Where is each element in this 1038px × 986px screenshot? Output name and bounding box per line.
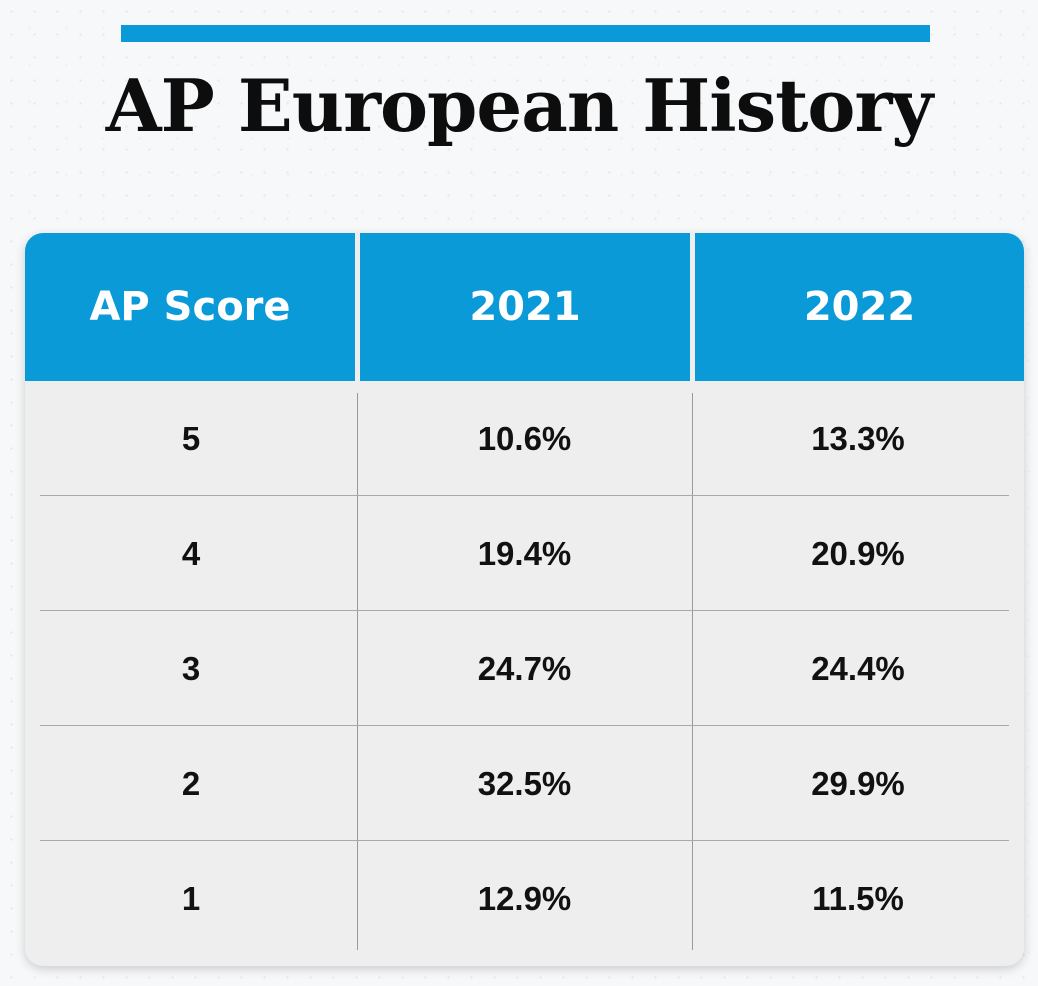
score-table: AP Score 2021 2022 5 10.6% 13.3% 4 19.4%… [25, 233, 1024, 966]
table-row: 1 12.9% 11.5% [25, 841, 1024, 956]
row-divider [40, 840, 1009, 841]
table-row: 5 10.6% 13.3% [25, 381, 1024, 496]
value-2021-cell: 12.9% [477, 879, 572, 917]
score-cell: 3 [181, 649, 201, 687]
value-2021-cell: 10.6% [477, 419, 572, 457]
column-header-ap-score: AP Score [25, 233, 355, 381]
column-header-2022: 2022 [695, 233, 1024, 381]
score-cell: 2 [181, 764, 201, 802]
table-body: 5 10.6% 13.3% 4 19.4% 20.9% 3 24.7% 24.4… [25, 381, 1024, 956]
table-row: 3 24.7% 24.4% [25, 611, 1024, 726]
row-divider [40, 725, 1009, 726]
value-2022-cell: 13.3% [811, 419, 905, 457]
score-cell: 4 [181, 534, 201, 572]
column-divider [692, 393, 693, 950]
score-cell: 1 [181, 879, 201, 917]
value-2022-cell: 11.5% [812, 879, 904, 917]
value-2022-cell: 20.9% [811, 534, 905, 572]
row-divider [40, 610, 1009, 611]
value-2021-cell: 24.7% [477, 649, 572, 687]
value-2021-cell: 19.4% [477, 534, 572, 572]
value-2022-cell: 29.9% [811, 764, 905, 802]
title-accent-bar [121, 25, 930, 42]
value-2021-cell: 32.5% [477, 764, 572, 802]
row-divider [40, 495, 1009, 496]
value-2022-cell: 24.4% [811, 649, 905, 687]
table-row: 4 19.4% 20.9% [25, 496, 1024, 611]
table-header-row: AP Score 2021 2022 [25, 233, 1024, 381]
column-header-2021: 2021 [360, 233, 690, 381]
table-row: 2 32.5% 29.9% [25, 726, 1024, 841]
page-title: AP European History [105, 63, 933, 148]
column-divider [357, 393, 358, 950]
score-cell: 5 [181, 419, 201, 457]
